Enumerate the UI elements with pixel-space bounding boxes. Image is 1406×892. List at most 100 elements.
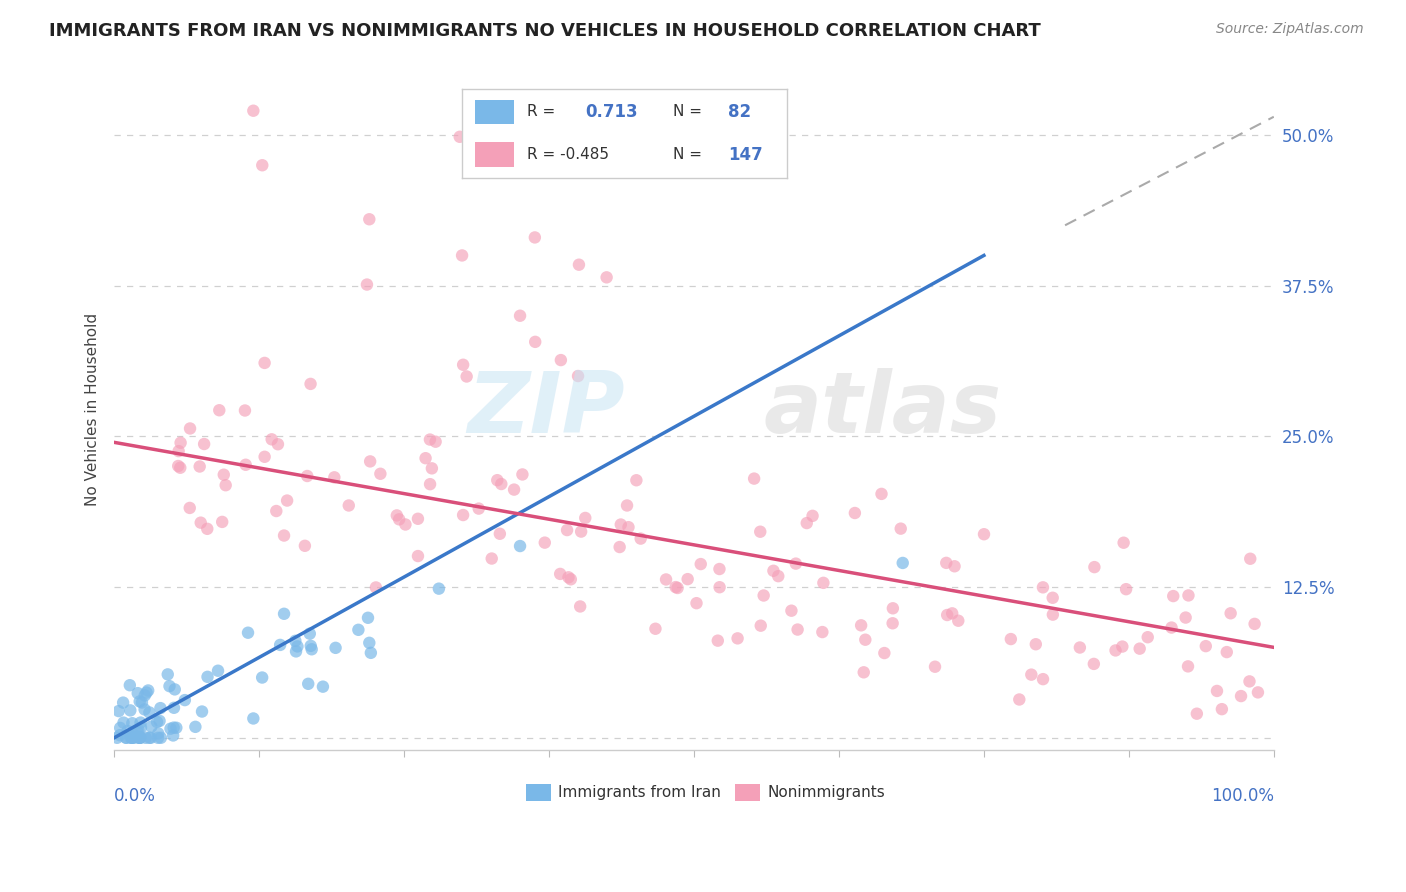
Point — [195, 522, 218, 536]
Point — [1042, 607, 1064, 622]
Point — [120, 731, 142, 745]
Point — [550, 353, 572, 368]
Point — [1243, 616, 1265, 631]
Point — [924, 659, 946, 673]
Point — [568, 258, 591, 272]
Point — [359, 212, 381, 227]
Point — [129, 721, 152, 735]
Point — [749, 524, 772, 539]
Point — [882, 616, 904, 631]
Text: IMMIGRANTS FROM IRAN VS NONIMMIGRANTS NO VEHICLES IN HOUSEHOLD CORRELATION CHART: IMMIGRANTS FROM IRAN VS NONIMMIGRANTS NO… — [49, 22, 1040, 40]
Point — [108, 721, 131, 735]
Point — [163, 682, 186, 697]
Point — [617, 520, 640, 534]
Point — [165, 721, 187, 735]
Point — [419, 433, 441, 447]
Point — [253, 356, 276, 370]
Point — [451, 508, 474, 522]
Point — [1230, 689, 1253, 703]
Point — [173, 693, 195, 707]
Point — [138, 706, 160, 720]
Point — [112, 696, 135, 710]
Point — [370, 467, 392, 481]
Point — [555, 523, 578, 537]
Point — [1032, 580, 1054, 594]
Point — [128, 731, 150, 745]
Point — [129, 731, 152, 745]
Point — [127, 686, 149, 700]
Text: Immigrants from Iran: Immigrants from Iran — [558, 785, 721, 800]
Point — [236, 625, 259, 640]
Point — [844, 506, 866, 520]
Point — [108, 728, 131, 742]
Point — [159, 679, 181, 693]
Point — [191, 705, 214, 719]
Point — [146, 714, 169, 729]
Point — [117, 723, 139, 738]
Point — [1195, 639, 1218, 653]
Point — [481, 551, 503, 566]
Point — [449, 129, 471, 144]
Point — [941, 607, 963, 621]
Point — [530, 155, 553, 169]
Point — [419, 477, 441, 491]
Point — [156, 667, 179, 681]
Text: Source: ZipAtlas.com: Source: ZipAtlas.com — [1216, 22, 1364, 37]
Point — [121, 716, 143, 731]
Point — [252, 158, 274, 172]
Point — [1021, 667, 1043, 681]
Point — [557, 570, 579, 584]
Point — [644, 622, 666, 636]
Point — [179, 421, 201, 435]
Point — [359, 454, 381, 468]
Point — [467, 501, 489, 516]
Point — [385, 508, 408, 523]
Point — [260, 433, 283, 447]
Point — [141, 720, 163, 734]
Point — [1111, 640, 1133, 654]
Point — [138, 731, 160, 745]
Point — [394, 517, 416, 532]
Point — [359, 636, 381, 650]
Point — [1239, 551, 1261, 566]
Point — [852, 665, 875, 680]
Point — [299, 639, 322, 653]
Point — [849, 618, 872, 632]
Point — [512, 467, 534, 482]
Point — [676, 572, 699, 586]
Point — [943, 559, 966, 574]
Point — [149, 731, 172, 745]
Point — [139, 731, 162, 745]
Y-axis label: No Vehicles in Household: No Vehicles in Household — [86, 312, 100, 506]
Point — [190, 516, 212, 530]
Point — [780, 604, 803, 618]
Point — [169, 435, 191, 450]
Point — [325, 640, 347, 655]
Point — [948, 614, 970, 628]
Point — [188, 459, 211, 474]
Point — [118, 678, 141, 692]
Point — [1025, 637, 1047, 651]
Point — [266, 504, 288, 518]
Point — [406, 549, 429, 563]
Point — [148, 714, 170, 728]
Point — [524, 334, 547, 349]
Point — [127, 723, 149, 738]
Point — [873, 646, 896, 660]
Point — [184, 720, 207, 734]
Text: ZIP: ZIP — [467, 368, 624, 450]
Point — [122, 727, 145, 741]
Point — [709, 562, 731, 576]
Point — [347, 623, 370, 637]
Point — [1185, 706, 1208, 721]
Point — [548, 566, 571, 581]
Point — [135, 685, 157, 699]
Point — [364, 581, 387, 595]
Point — [935, 556, 957, 570]
Point — [560, 572, 582, 586]
Point — [169, 460, 191, 475]
Point — [689, 557, 711, 571]
Point — [749, 618, 772, 632]
Point — [685, 596, 707, 610]
Text: 100.0%: 100.0% — [1211, 788, 1274, 805]
